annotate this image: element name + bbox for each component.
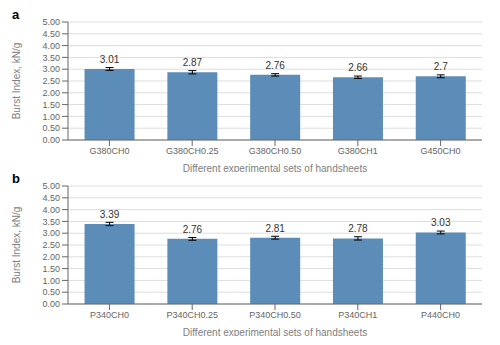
svg-text:G380CH1: G380CH1 [338,146,378,156]
svg-text:2.66: 2.66 [348,62,368,73]
svg-text:3.00: 3.00 [42,64,60,74]
svg-text:P340CH0.50: P340CH0.50 [249,310,301,320]
svg-text:P440CH0: P440CH0 [421,310,460,320]
svg-text:0.00: 0.00 [42,299,60,309]
svg-text:Burst Index, kN/g: Burst Index, kN/g [11,207,22,284]
svg-text:0.50: 0.50 [42,287,60,297]
svg-text:G380CH0.25: G380CH0.25 [166,146,219,156]
svg-text:Different experimental sets of: Different experimental sets of handsheet… [183,163,367,172]
svg-text:G380CH0.50: G380CH0.50 [249,146,302,156]
svg-text:2.76: 2.76 [183,224,203,235]
svg-text:4.00: 4.00 [42,205,60,215]
svg-text:Different experimental sets of: Different experimental sets of handsheet… [183,327,367,336]
svg-text:P340CH0: P340CH0 [90,310,129,320]
svg-text:1.00: 1.00 [42,276,60,286]
svg-text:3.03: 3.03 [431,217,451,228]
svg-text:1.50: 1.50 [42,264,60,274]
html-text:b: b [12,171,20,186]
svg-text:3.01: 3.01 [100,54,120,65]
svg-text:Burst Index, kN/g: Burst Index, kN/g [11,43,22,120]
svg-text:0.00: 0.00 [42,135,60,145]
svg-text:2.00: 2.00 [42,88,60,98]
svg-text:0.50: 0.50 [42,123,60,133]
svg-text:2.78: 2.78 [348,223,368,234]
svg-text:2.81: 2.81 [265,223,285,234]
svg-text:4.50: 4.50 [42,29,60,39]
html-text:a: a [12,7,20,22]
svg-text:2.76: 2.76 [265,60,285,71]
svg-text:3.00: 3.00 [42,228,60,238]
svg-text:1.50: 1.50 [42,100,60,110]
svg-text:2.87: 2.87 [183,57,203,68]
svg-text:3.50: 3.50 [42,217,60,227]
svg-text:2.50: 2.50 [42,240,60,250]
svg-text:3.50: 3.50 [42,53,60,63]
svg-text:1.00: 1.00 [42,112,60,122]
svg-text:2.7: 2.7 [434,61,448,72]
svg-text:4.50: 4.50 [42,193,60,203]
svg-text:P340CH1: P340CH1 [338,310,377,320]
svg-text:4.00: 4.00 [42,41,60,51]
svg-text:5.00: 5.00 [42,181,60,191]
svg-text:5.00: 5.00 [42,17,60,27]
svg-text:G380CH0: G380CH0 [89,146,129,156]
svg-text:P340CH0.25: P340CH0.25 [166,310,218,320]
svg-text:G450CH0: G450CH0 [421,146,461,156]
svg-text:2.00: 2.00 [42,252,60,262]
svg-text:2.50: 2.50 [42,76,60,86]
svg-text:3.39: 3.39 [100,209,120,220]
